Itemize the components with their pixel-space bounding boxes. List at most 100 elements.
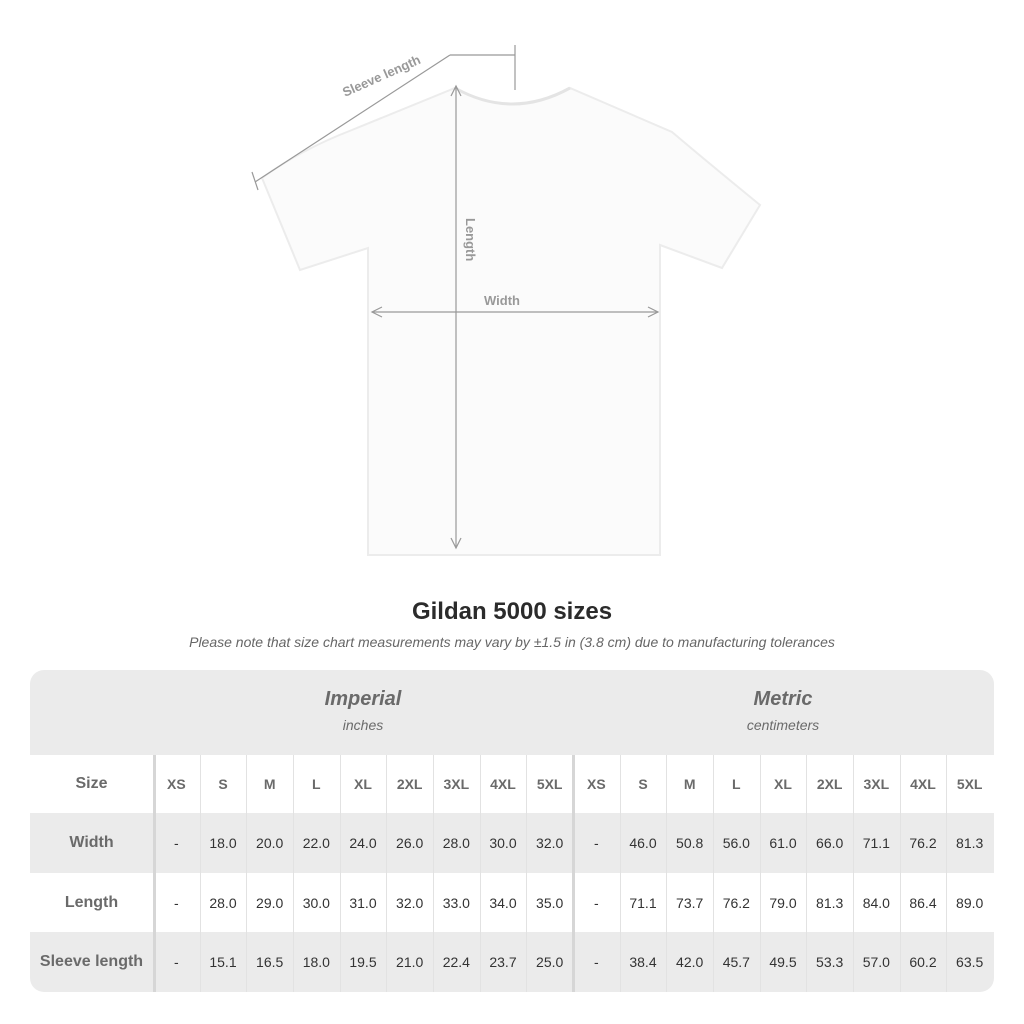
column-divider bbox=[246, 755, 248, 992]
size-column-header: M bbox=[683, 776, 696, 792]
table-cell: 18.0 bbox=[209, 835, 237, 851]
size-header: Size bbox=[75, 775, 108, 792]
table-cell: 53.3 bbox=[816, 954, 844, 970]
size-column-header: M bbox=[263, 776, 276, 792]
table-cell: 28.0 bbox=[209, 894, 237, 911]
table-cell: 38.4 bbox=[629, 954, 657, 970]
table-cell: 22.4 bbox=[442, 954, 470, 970]
column-divider bbox=[199, 755, 201, 992]
column-divider bbox=[806, 755, 808, 992]
size-table: Imperial inches Metric centimeters Size XS S… bbox=[30, 670, 994, 992]
table-cell: 30.0 bbox=[302, 894, 330, 911]
table-cell: - bbox=[173, 894, 179, 911]
column-divider bbox=[899, 755, 901, 992]
size-column-header: 4XL bbox=[490, 776, 516, 792]
table-cell: 89.0 bbox=[956, 894, 984, 911]
size-column-header: XS bbox=[586, 776, 606, 792]
column-divider bbox=[479, 755, 481, 992]
table-cell: 46.0 bbox=[629, 835, 657, 851]
table-cell: 24.0 bbox=[349, 835, 377, 851]
table-cell: 32.0 bbox=[396, 894, 424, 911]
column-divider bbox=[853, 755, 854, 992]
table-cell: 84.0 bbox=[862, 894, 890, 911]
table-cell: 50.8 bbox=[676, 835, 704, 851]
table-cell: 23.7 bbox=[489, 954, 517, 970]
column-divider bbox=[666, 755, 668, 992]
table-cell: 32.0 bbox=[536, 835, 564, 851]
table-cell: 30.0 bbox=[489, 835, 517, 851]
column-divider bbox=[526, 755, 528, 992]
tolerance-note: Please note that size chart measurements… bbox=[189, 634, 835, 650]
size-column-header: 2XL bbox=[396, 776, 423, 792]
size-column-header: 5XL bbox=[536, 776, 563, 792]
size-column-header: 3XL bbox=[863, 776, 890, 792]
size-column-header: XS bbox=[166, 776, 186, 792]
table-cell: 63.5 bbox=[956, 954, 984, 970]
table-cell: 34.0 bbox=[489, 894, 517, 911]
table-cell: 25.0 bbox=[536, 954, 564, 970]
column-divider bbox=[293, 755, 294, 992]
row-band bbox=[30, 813, 994, 873]
table-cell: - bbox=[593, 894, 599, 911]
table-cell: 35.0 bbox=[536, 894, 564, 911]
row-label: Length bbox=[64, 893, 119, 911]
column-divider bbox=[339, 755, 341, 992]
column-divider bbox=[946, 755, 948, 992]
table-cell: 29.0 bbox=[256, 894, 284, 911]
column-divider bbox=[433, 755, 434, 992]
table-cell: - bbox=[173, 954, 179, 970]
table-cell: - bbox=[593, 835, 599, 851]
table-cell: 61.0 bbox=[769, 835, 797, 851]
size-column-header: S bbox=[638, 776, 648, 792]
row-band bbox=[30, 932, 994, 992]
table-cell: 56.0 bbox=[722, 835, 750, 851]
table-cell: 18.0 bbox=[302, 954, 330, 970]
table-cell: 31.0 bbox=[349, 894, 377, 911]
measure-lines bbox=[251, 45, 660, 550]
table-cell: 19.5 bbox=[349, 954, 377, 970]
table-cell: 22.0 bbox=[302, 835, 330, 851]
column-divider bbox=[619, 755, 621, 992]
table-cell: 16.5 bbox=[256, 954, 284, 970]
size-column-header: 3XL bbox=[443, 776, 470, 792]
table-cell: 76.2 bbox=[722, 894, 750, 911]
tshirt-shape bbox=[260, 86, 762, 556]
size-column-header: 4XL bbox=[910, 776, 936, 792]
header-band bbox=[30, 670, 994, 755]
table-cell: 42.0 bbox=[676, 954, 704, 970]
size-column-header: 5XL bbox=[956, 776, 983, 792]
table-cell: 26.0 bbox=[396, 835, 424, 851]
table-cell: 57.0 bbox=[862, 954, 890, 970]
table-cell: 45.7 bbox=[722, 954, 750, 970]
table-cell: 21.0 bbox=[396, 954, 424, 970]
table-cell: 20.0 bbox=[256, 835, 284, 851]
column-divider bbox=[153, 755, 156, 992]
row-label: Sleeve length bbox=[39, 953, 144, 970]
table-cell: - bbox=[173, 835, 179, 851]
table-cell: 49.5 bbox=[769, 954, 797, 970]
table-cell: 60.2 bbox=[909, 954, 937, 970]
column-divider bbox=[713, 755, 714, 992]
table-cell: 86.4 bbox=[909, 894, 937, 911]
size-column-header: L bbox=[312, 776, 321, 792]
table-cell: 15.1 bbox=[209, 954, 237, 970]
column-divider bbox=[572, 755, 575, 992]
table-cell: - bbox=[593, 954, 599, 970]
table-cell: 33.0 bbox=[442, 894, 470, 911]
table-cell: 79.0 bbox=[769, 894, 797, 911]
imperial-group: Imperial inches bbox=[324, 688, 402, 733]
column-divider bbox=[759, 755, 761, 992]
sleeve-length-label: Sleeve length bbox=[340, 52, 423, 100]
length-label: Length bbox=[463, 218, 478, 261]
table-cell: 28.0 bbox=[442, 835, 470, 851]
size-column-header: XL bbox=[354, 776, 372, 792]
row-label: Width bbox=[69, 834, 114, 851]
chart-title: Gildan 5000 sizes bbox=[411, 598, 613, 625]
table-cell: 81.3 bbox=[816, 894, 844, 911]
size-column-header: 2XL bbox=[816, 776, 843, 792]
table-cell: 76.2 bbox=[909, 835, 937, 851]
table-cell: 81.3 bbox=[956, 835, 984, 851]
table-cell: 73.7 bbox=[676, 894, 704, 911]
size-column-header: XL bbox=[774, 776, 792, 792]
size-column-header: L bbox=[732, 776, 741, 792]
